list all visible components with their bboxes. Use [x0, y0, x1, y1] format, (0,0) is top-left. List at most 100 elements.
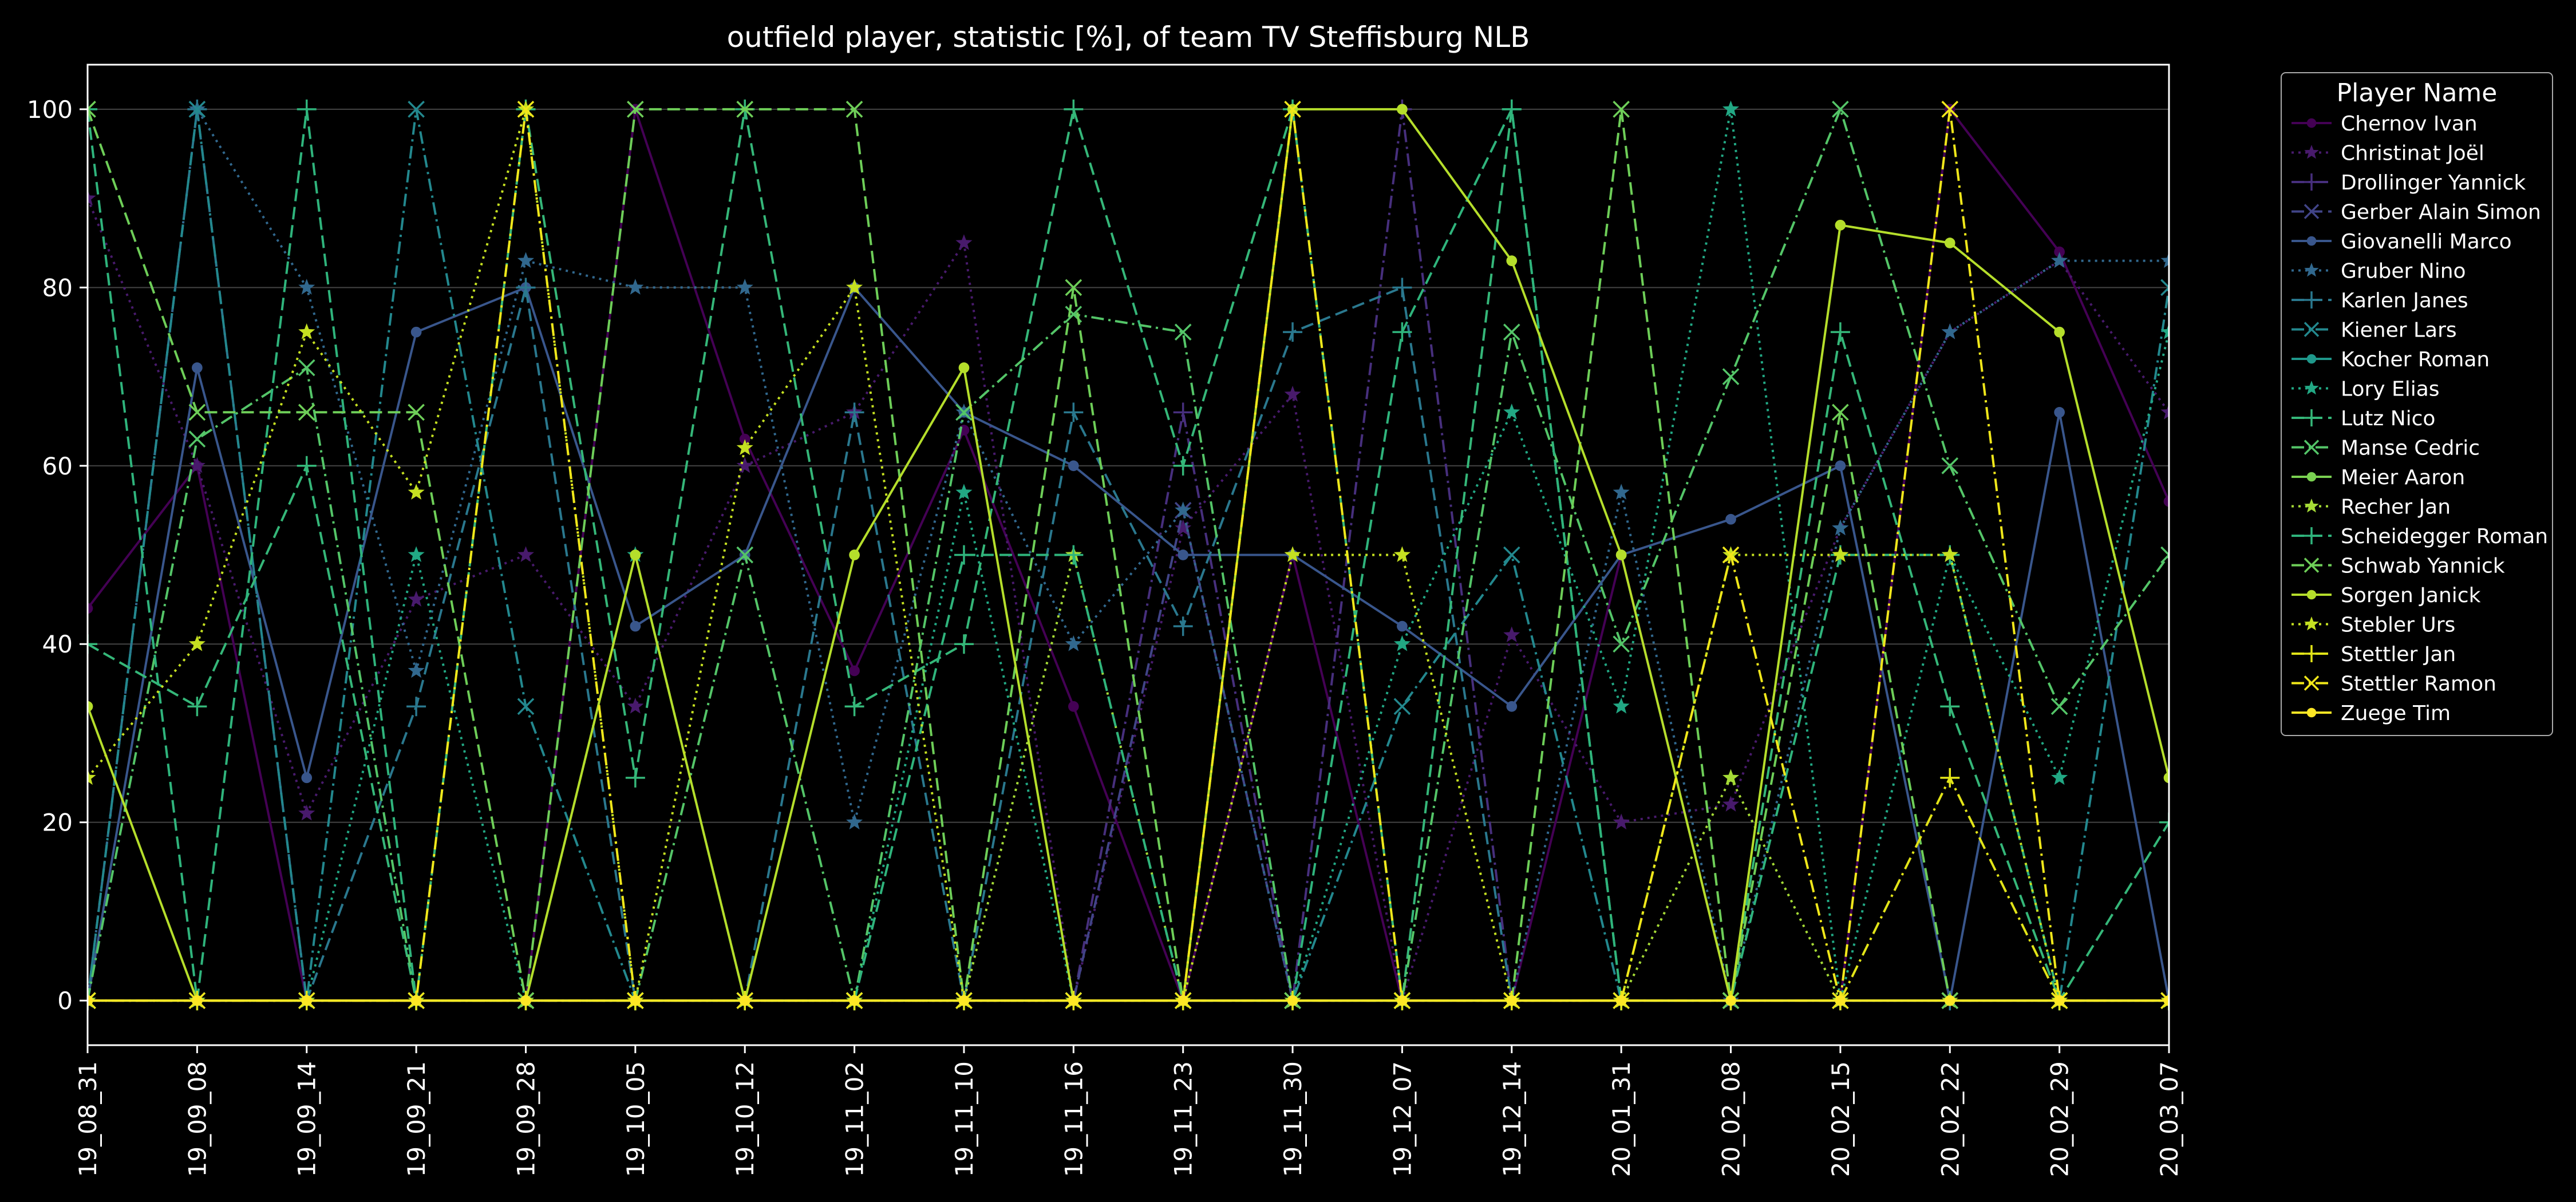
legend-marker: [2304, 204, 2320, 219]
data-point: [1940, 697, 1960, 717]
legend-label: Drollinger Yannick: [2341, 171, 2526, 195]
legend-entry: Scheidegger Roman: [2291, 525, 2548, 548]
legend-label: Chernov Ivan: [2341, 112, 2478, 136]
data-point: [1178, 995, 1189, 1006]
series-line: [88, 286, 2169, 1002]
data-point: [1941, 457, 1959, 475]
data-point: [1503, 546, 1520, 564]
y-tick-label: 40: [42, 630, 73, 658]
data-point: [2160, 992, 2169, 1009]
data-point: [1175, 501, 1192, 517]
legend-entry: Sorgen Janick: [2291, 584, 2481, 607]
legend-label: Recher Jan: [2341, 496, 2451, 519]
legend-marker: [2306, 590, 2317, 600]
data-point: [301, 995, 313, 1006]
data-point: [1283, 322, 1303, 342]
x-tick-label: 20_02_15: [1827, 1061, 1855, 1177]
data-point: [2054, 326, 2065, 338]
data-point: [406, 697, 426, 717]
data-point: [2054, 995, 2065, 1006]
series-layer: [88, 99, 2169, 1011]
data-point: [849, 995, 860, 1006]
legend-label: Giovanelli Marco: [2341, 230, 2512, 254]
data-point: [517, 101, 535, 118]
data-point: [88, 769, 96, 785]
x-tick-label: 19_12_14: [1498, 1061, 1526, 1177]
data-point: [1832, 404, 1849, 421]
data-point: [736, 101, 754, 118]
series-line: [88, 553, 2169, 1002]
legend-marker: [2304, 263, 2319, 277]
legend-marker: [2303, 645, 2320, 662]
series-20: [88, 995, 2169, 1006]
legend-marker: [2306, 354, 2317, 364]
plot-frame: [86, 64, 2170, 1046]
data-point: [298, 279, 315, 295]
data-point: [1722, 100, 1740, 117]
legend-entry: Kiener Lars: [2291, 319, 2457, 342]
data-point: [846, 813, 863, 830]
data-point: [1941, 546, 1958, 562]
data-point: [627, 697, 644, 714]
data-point: [297, 99, 317, 119]
data-point: [520, 995, 531, 1006]
data-point: [1613, 101, 1630, 118]
data-point: [1502, 99, 1522, 119]
data-point: [1722, 769, 1740, 785]
data-point: [2163, 772, 2169, 784]
data-point: [1392, 322, 1412, 342]
y-tick-label: 80: [42, 274, 73, 302]
data-point: [1830, 322, 1850, 342]
legend-entry: Drollinger Yannick: [2291, 171, 2526, 195]
data-point: [1503, 323, 1520, 341]
data-point: [1615, 995, 1627, 1006]
data-point: [1722, 796, 1740, 812]
data-point: [192, 362, 203, 373]
x-tick-label: 19_09_14: [293, 1061, 321, 1177]
data-point: [955, 404, 973, 421]
data-point: [1173, 456, 1193, 476]
series-line: [88, 108, 2169, 1002]
data-point: [1397, 995, 1408, 1006]
legend-entry: Stebler Urs: [2291, 614, 2455, 637]
data-point: [1835, 995, 1846, 1006]
data-point: [1832, 519, 1849, 536]
legend-marker: [2303, 291, 2320, 309]
data-point: [739, 995, 750, 1006]
data-point: [192, 995, 203, 1006]
data-point: [1613, 813, 1630, 830]
legend-entry: Gerber Alain Simon: [2291, 201, 2541, 224]
data-point: [1832, 101, 1849, 118]
data-point: [1506, 255, 1518, 266]
x-tick-label: 19_11_02: [841, 1061, 869, 1177]
data-point: [1613, 697, 1630, 714]
data-point: [410, 326, 422, 338]
data-point: [1506, 701, 1518, 712]
legend-marker: [2304, 675, 2320, 691]
data-point: [298, 804, 315, 821]
data-point: [188, 101, 206, 118]
legend-label: Zuege Tim: [2341, 702, 2451, 725]
data-point: [88, 995, 93, 1006]
data-point: [1175, 519, 1192, 536]
legend-entry: Karlen Janes: [2291, 289, 2468, 313]
legend-marker: [2304, 557, 2320, 573]
y-tick-label: 60: [42, 452, 73, 480]
legend-marker: [2303, 527, 2320, 544]
data-point: [1393, 635, 1411, 651]
x-tick-label: 19_11_30: [1279, 1061, 1307, 1177]
legend-entry: Recher Jan: [2291, 496, 2451, 519]
data-point: [1397, 620, 1408, 632]
legend-entry: Christinat Joël: [2291, 142, 2484, 165]
legend-marker: [2306, 707, 2317, 718]
data-point: [1068, 701, 1079, 712]
legend-label: Gruber Nino: [2341, 260, 2466, 283]
data-point: [1613, 635, 1630, 653]
legend-label: Manse Cedric: [2341, 437, 2480, 460]
data-point: [954, 545, 974, 565]
legend-label: Lutz Nico: [2341, 407, 2435, 430]
x-axis: 19_08_31 19_09_08 19_09_14 19_09_21 19_09_28…: [74, 1045, 2183, 1177]
data-point: [2054, 246, 2065, 258]
data-point: [1173, 402, 1193, 422]
